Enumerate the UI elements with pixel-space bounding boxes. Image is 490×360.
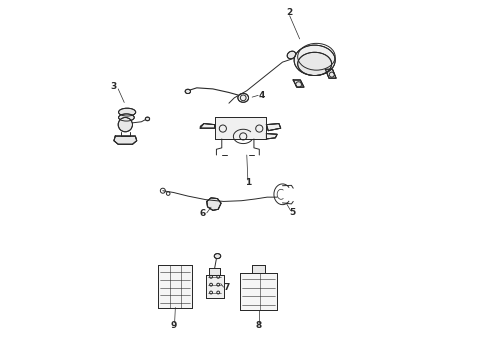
Ellipse shape — [298, 52, 332, 76]
Bar — [252, 265, 265, 273]
Ellipse shape — [294, 45, 335, 76]
Bar — [252, 265, 265, 273]
Ellipse shape — [146, 117, 149, 121]
Text: 4: 4 — [259, 91, 265, 100]
Bar — [240, 273, 277, 310]
Polygon shape — [267, 123, 281, 131]
Ellipse shape — [119, 108, 136, 116]
Ellipse shape — [214, 253, 220, 258]
Bar — [158, 265, 193, 307]
Bar — [209, 268, 220, 275]
Ellipse shape — [287, 51, 295, 59]
Polygon shape — [293, 80, 304, 87]
Text: 9: 9 — [171, 321, 177, 330]
Bar — [206, 275, 223, 298]
Text: 6: 6 — [200, 210, 206, 219]
Polygon shape — [200, 123, 215, 128]
Bar — [206, 275, 223, 298]
Text: 2: 2 — [287, 8, 293, 17]
Polygon shape — [207, 198, 221, 210]
Ellipse shape — [238, 93, 248, 102]
Bar — [158, 265, 193, 307]
Text: 3: 3 — [110, 82, 117, 91]
Bar — [215, 117, 267, 139]
Text: 7: 7 — [223, 283, 230, 292]
Text: 1: 1 — [245, 178, 251, 187]
Text: 8: 8 — [255, 321, 262, 330]
Bar — [240, 273, 277, 310]
Ellipse shape — [118, 117, 132, 132]
Ellipse shape — [185, 89, 191, 94]
Bar — [209, 268, 220, 275]
Polygon shape — [267, 134, 277, 139]
Bar — [215, 117, 267, 139]
Ellipse shape — [119, 114, 134, 121]
Polygon shape — [325, 69, 336, 78]
Text: 5: 5 — [290, 208, 296, 217]
Polygon shape — [114, 136, 137, 144]
